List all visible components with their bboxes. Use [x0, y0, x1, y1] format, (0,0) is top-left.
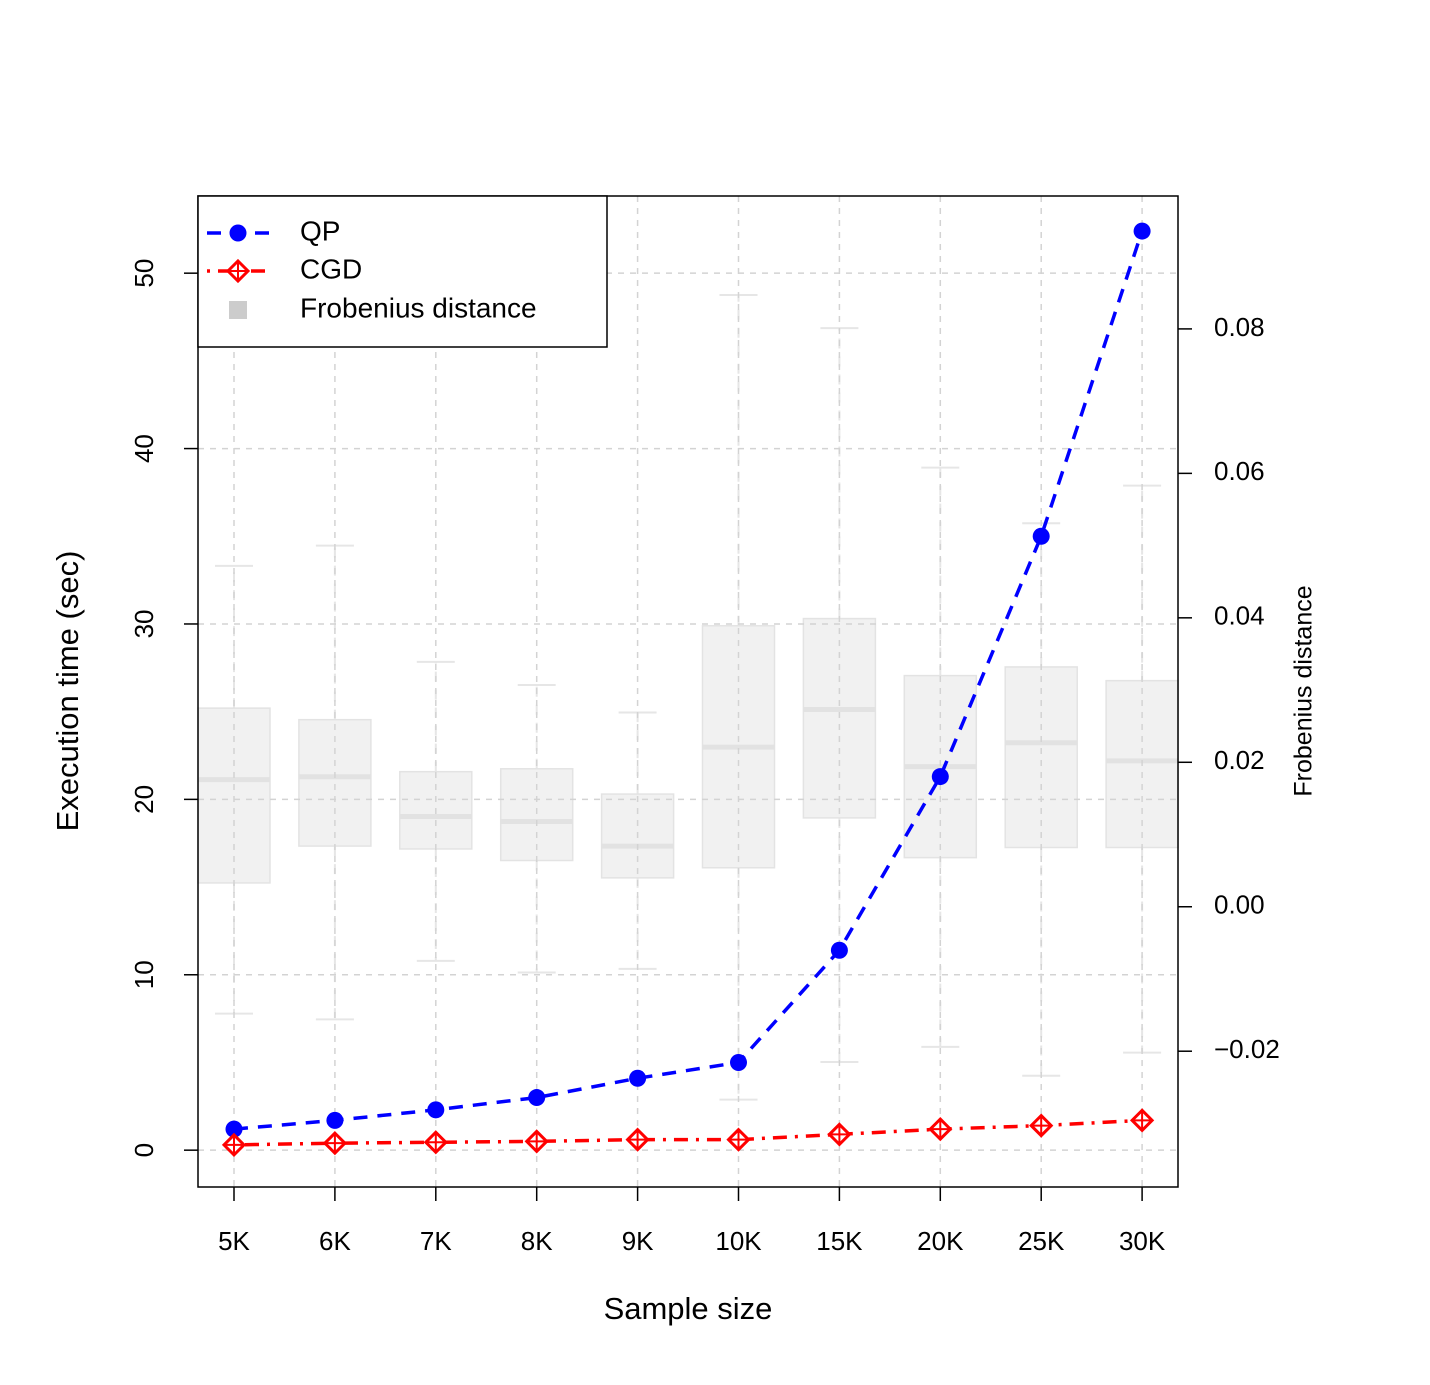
point-shape [1031, 1115, 1052, 1136]
y2-tick-label: 0.04 [1214, 601, 1265, 631]
point-shape [728, 1129, 749, 1150]
x-tick-label: 15K [816, 1226, 863, 1256]
x-tick-label: 5K [218, 1226, 250, 1256]
point [229, 224, 247, 242]
point [928, 1116, 953, 1142]
point [629, 1069, 647, 1087]
y-tick-label: 20 [129, 785, 159, 814]
point-shape [425, 1132, 446, 1153]
y-tick-label: 0 [129, 1143, 159, 1157]
legend-label: QP [300, 215, 340, 246]
point [625, 1127, 650, 1152]
x-tick-label: 25K [1018, 1226, 1065, 1256]
x-tick-label: 8K [521, 1226, 553, 1256]
point [528, 1089, 546, 1107]
point [827, 1122, 852, 1147]
point [1129, 1108, 1155, 1133]
y2-tick-label: 0.00 [1214, 890, 1265, 920]
point-shape [627, 1129, 648, 1150]
x-tick-label: 20K [917, 1226, 964, 1256]
point-shape [228, 261, 248, 281]
point [1032, 527, 1050, 545]
point [423, 1130, 448, 1155]
point [225, 1120, 243, 1138]
point [221, 1132, 247, 1158]
point [326, 1111, 344, 1129]
y2-tick-label: 0.08 [1214, 312, 1265, 342]
point [427, 1101, 445, 1119]
legend-label: CGD [300, 253, 362, 284]
x-axis-label: Sample size [604, 1291, 773, 1326]
point [524, 1129, 549, 1154]
point [931, 768, 949, 786]
point-shape [930, 1119, 951, 1140]
x-tick-label: 10K [715, 1226, 762, 1256]
y2-tick-label: −0.02 [1214, 1034, 1280, 1064]
y2-axis-label: Frobenius distance [1290, 585, 1318, 796]
point-shape [526, 1131, 547, 1152]
point [726, 1127, 751, 1152]
point [225, 258, 251, 284]
plot-frame [197, 195, 1179, 1188]
point [1133, 222, 1151, 240]
point [730, 1053, 747, 1071]
y-tick-label: 40 [129, 434, 159, 463]
point-shape [224, 1134, 244, 1155]
x-tick-label: 30K [1119, 1226, 1166, 1256]
legend-swatch [229, 301, 247, 319]
y-axis-label: Execution time (sec) [50, 551, 85, 832]
x-tick-label: 9K [622, 1226, 654, 1256]
y2-tick-label: 0.06 [1214, 456, 1265, 486]
box [1004, 666, 1078, 849]
x-tick-label: 6K [319, 1226, 351, 1256]
y-tick-label: 30 [129, 610, 159, 639]
point [322, 1131, 348, 1156]
y-tick-label: 10 [129, 960, 159, 989]
series-line [233, 1118, 1143, 1147]
x-tick-label: 7K [420, 1226, 452, 1256]
point [1029, 1113, 1054, 1138]
point-shape [829, 1124, 850, 1145]
y-tick-label: 50 [129, 259, 159, 288]
legend-label: Frobenius distance [300, 292, 537, 323]
series-line [233, 230, 1144, 1131]
point-shape [1132, 1110, 1153, 1131]
point [830, 941, 848, 959]
y2-tick-label: 0.02 [1214, 745, 1265, 775]
legend-frame [197, 195, 608, 348]
point-shape [324, 1133, 345, 1154]
